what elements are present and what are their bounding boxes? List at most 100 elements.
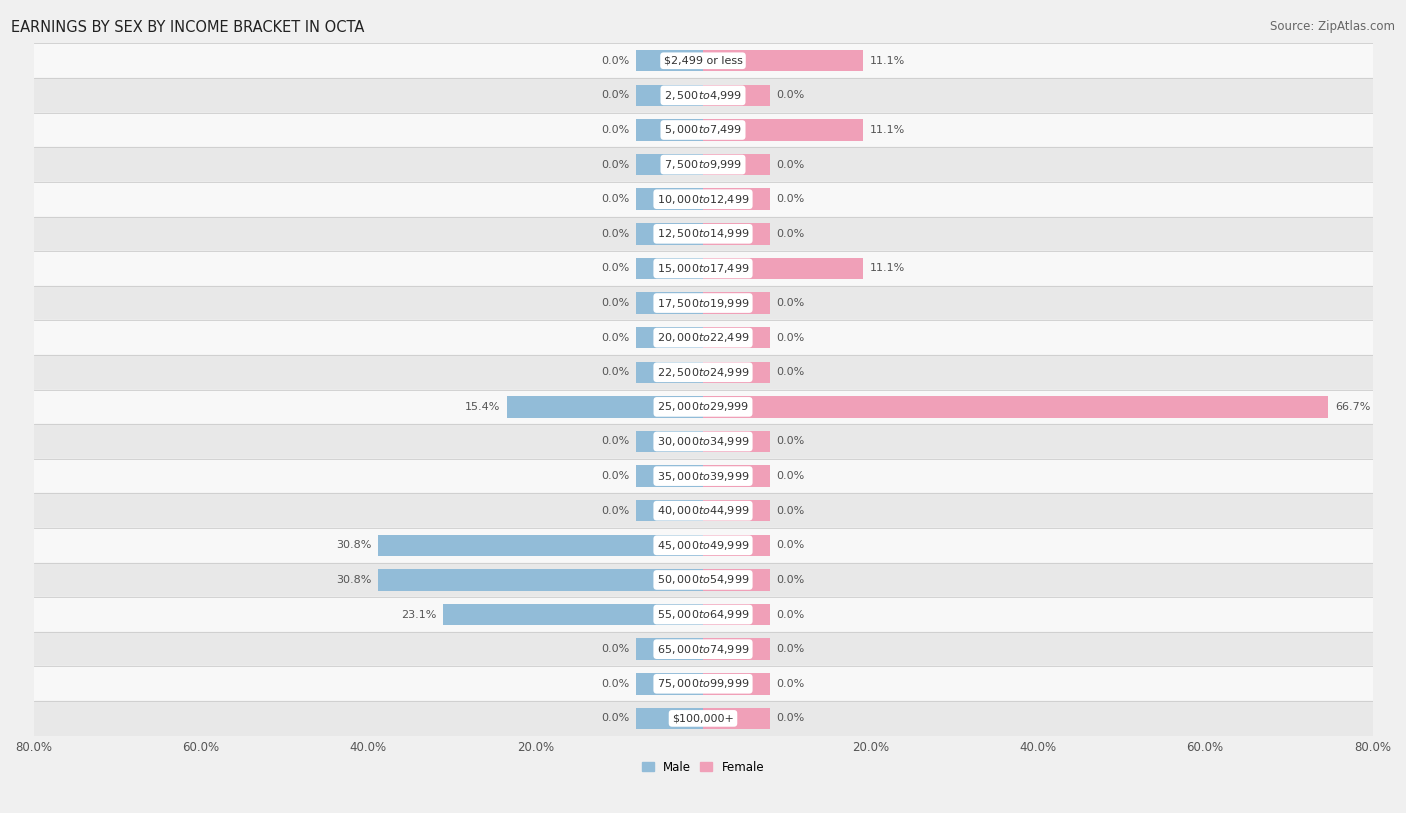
Text: 0.0%: 0.0% [776,437,804,446]
Bar [34,147,1372,182]
Text: 11.1%: 11.1% [869,56,905,66]
Bar [703,465,770,487]
Text: EARNINGS BY SEX BY INCOME BRACKET IN OCTA: EARNINGS BY SEX BY INCOME BRACKET IN OCT… [11,20,364,35]
Bar [636,293,703,314]
Bar [34,389,1372,424]
Text: $7,500 to $9,999: $7,500 to $9,999 [664,158,742,171]
Bar [34,285,1372,320]
Bar [703,431,770,452]
Bar [34,563,1372,598]
Text: 66.7%: 66.7% [1334,402,1371,412]
Bar [34,424,1372,459]
Bar [703,189,770,210]
Text: 0.0%: 0.0% [602,713,630,724]
Text: $20,000 to $22,499: $20,000 to $22,499 [657,331,749,344]
Bar [34,113,1372,147]
Bar [34,78,1372,113]
Text: 30.8%: 30.8% [336,575,371,585]
Bar [636,362,703,383]
Text: 0.0%: 0.0% [602,125,630,135]
Text: $10,000 to $12,499: $10,000 to $12,499 [657,193,749,206]
Bar [703,223,770,245]
Bar [636,465,703,487]
Text: 11.1%: 11.1% [869,125,905,135]
Bar [636,258,703,279]
Bar [443,604,636,625]
Bar [703,638,770,660]
Bar [636,223,703,245]
Text: 0.0%: 0.0% [776,541,804,550]
Text: 0.0%: 0.0% [776,228,804,239]
Bar [703,50,770,72]
Text: 0.0%: 0.0% [776,471,804,481]
Text: 0.0%: 0.0% [602,56,630,66]
Text: 0.0%: 0.0% [776,575,804,585]
Bar [703,293,770,314]
Text: 0.0%: 0.0% [776,298,804,308]
Text: 0.0%: 0.0% [602,228,630,239]
Bar [636,154,703,176]
Bar [703,120,770,141]
Text: $75,000 to $99,999: $75,000 to $99,999 [657,677,749,690]
Text: 0.0%: 0.0% [602,90,630,100]
Text: 0.0%: 0.0% [776,713,804,724]
Bar [34,632,1372,667]
Bar [34,320,1372,355]
Text: 0.0%: 0.0% [776,610,804,620]
Text: 0.0%: 0.0% [602,471,630,481]
Bar [34,493,1372,528]
Bar [378,569,636,591]
Bar [378,535,636,556]
Bar [703,258,770,279]
Text: 0.0%: 0.0% [602,437,630,446]
Bar [34,355,1372,389]
Text: 0.0%: 0.0% [776,506,804,515]
Text: $22,500 to $24,999: $22,500 to $24,999 [657,366,749,379]
Bar [703,707,770,729]
Bar [34,43,1372,78]
Bar [636,189,703,210]
Text: 0.0%: 0.0% [602,263,630,273]
Bar [703,673,770,694]
Text: 0.0%: 0.0% [602,159,630,170]
Text: 0.0%: 0.0% [602,644,630,654]
Text: 0.0%: 0.0% [602,194,630,204]
Text: $25,000 to $29,999: $25,000 to $29,999 [657,400,749,413]
Bar [34,701,1372,736]
Bar [703,535,770,556]
Text: 0.0%: 0.0% [602,298,630,308]
Bar [636,569,703,591]
Text: 0.0%: 0.0% [776,159,804,170]
Bar [703,396,770,418]
Text: $100,000+: $100,000+ [672,713,734,724]
Text: $17,500 to $19,999: $17,500 to $19,999 [657,297,749,310]
Bar [636,50,703,72]
Text: 0.0%: 0.0% [602,333,630,342]
Bar [770,396,1329,418]
Text: 0.0%: 0.0% [602,679,630,689]
Bar [34,216,1372,251]
Text: $30,000 to $34,999: $30,000 to $34,999 [657,435,749,448]
Bar [636,120,703,141]
Bar [34,251,1372,285]
Text: Source: ZipAtlas.com: Source: ZipAtlas.com [1270,20,1395,33]
Text: $5,000 to $7,499: $5,000 to $7,499 [664,124,742,137]
Text: $55,000 to $64,999: $55,000 to $64,999 [657,608,749,621]
Text: 11.1%: 11.1% [869,263,905,273]
Text: 0.0%: 0.0% [776,194,804,204]
Text: $65,000 to $74,999: $65,000 to $74,999 [657,642,749,655]
Bar [636,673,703,694]
Text: $2,499 or less: $2,499 or less [664,56,742,66]
Bar [508,396,636,418]
Text: 0.0%: 0.0% [776,90,804,100]
Text: $40,000 to $44,999: $40,000 to $44,999 [657,504,749,517]
Bar [703,85,770,107]
Bar [703,500,770,521]
Bar [636,535,703,556]
Text: 0.0%: 0.0% [776,644,804,654]
Text: $2,500 to $4,999: $2,500 to $4,999 [664,89,742,102]
Bar [636,707,703,729]
Bar [34,667,1372,701]
Text: 0.0%: 0.0% [602,506,630,515]
Text: 15.4%: 15.4% [465,402,501,412]
